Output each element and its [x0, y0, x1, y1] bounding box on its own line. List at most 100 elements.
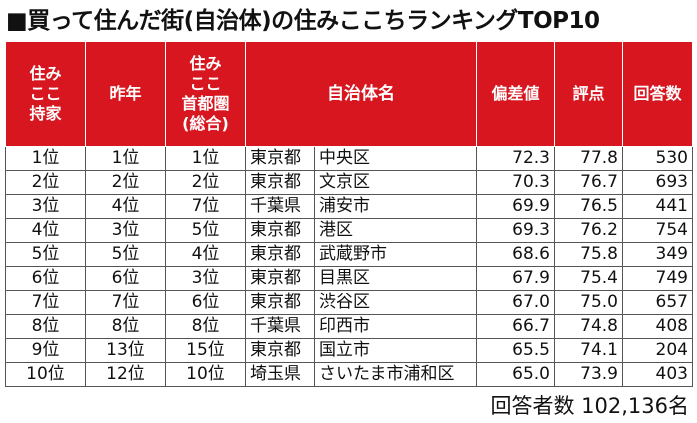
cell-last-year: 7位 [85, 290, 166, 315]
table-row: 4位 3位 5位 東京都 港区 69.3 76.2 754 [5, 218, 693, 243]
cell-rank: 5位 [5, 242, 86, 267]
cell-score: 73.9 [554, 362, 623, 387]
cell-metro-rank: 4位 [165, 242, 246, 267]
cell-score: 75.8 [554, 242, 623, 267]
cell-city: 浦安市 [314, 194, 477, 219]
cell-deviation: 67.0 [476, 290, 555, 315]
cell-prefecture: 東京都 [245, 146, 315, 171]
header-municipality: 自治体名 [245, 42, 477, 147]
cell-metro-rank: 5位 [165, 218, 246, 243]
cell-last-year: 12位 [85, 362, 166, 387]
cell-last-year: 5位 [85, 242, 166, 267]
cell-last-year: 3位 [85, 218, 166, 243]
table-row: 10位 12位 10位 埼玉県 さいたま市浦和区 65.0 73.9 403 [5, 362, 693, 387]
cell-deviation: 68.6 [476, 242, 555, 267]
cell-score: 75.4 [554, 266, 623, 291]
header-last-year: 昨年 [85, 42, 166, 147]
header-respondents: 回答数 [622, 42, 693, 147]
cell-deviation: 66.7 [476, 314, 555, 339]
table-row: 5位 5位 4位 東京都 武蔵野市 68.6 75.8 349 [5, 242, 693, 267]
cell-deviation: 65.5 [476, 338, 555, 363]
cell-city: 目黒区 [314, 266, 477, 291]
cell-respondents: 441 [622, 194, 693, 219]
cell-prefecture: 千葉県 [245, 194, 315, 219]
cell-last-year: 6位 [85, 266, 166, 291]
cell-rank: 8位 [5, 314, 86, 339]
cell-city: さいたま市浦和区 [314, 362, 477, 387]
cell-rank: 9位 [5, 338, 86, 363]
cell-rank: 1位 [5, 146, 86, 171]
cell-last-year: 8位 [85, 314, 166, 339]
cell-metro-rank: 1位 [165, 146, 246, 171]
cell-metro-rank: 8位 [165, 314, 246, 339]
table-row: 8位 8位 8位 千葉県 印西市 66.7 74.8 408 [5, 314, 693, 339]
cell-rank: 7位 [5, 290, 86, 315]
cell-deviation: 69.9 [476, 194, 555, 219]
cell-metro-rank: 6位 [165, 290, 246, 315]
cell-prefecture: 千葉県 [245, 314, 315, 339]
cell-city: 印西市 [314, 314, 477, 339]
header-score: 評点 [554, 42, 623, 147]
cell-city: 文京区 [314, 170, 477, 195]
cell-prefecture: 東京都 [245, 218, 315, 243]
cell-score: 74.1 [554, 338, 623, 363]
cell-metro-rank: 3位 [165, 266, 246, 291]
cell-last-year: 4位 [85, 194, 166, 219]
cell-city: 港区 [314, 218, 477, 243]
cell-respondents: 754 [622, 218, 693, 243]
cell-deviation: 70.3 [476, 170, 555, 195]
cell-metro-rank: 10位 [165, 362, 246, 387]
cell-prefecture: 埼玉県 [245, 362, 315, 387]
cell-respondents: 403 [622, 362, 693, 387]
cell-last-year: 1位 [85, 146, 166, 171]
cell-respondents: 204 [622, 338, 693, 363]
cell-metro-rank: 15位 [165, 338, 246, 363]
cell-score: 76.7 [554, 170, 623, 195]
table-body: 1位 1位 1位 東京都 中央区 72.3 77.8 530 2位 2位 2位 東京都 文京区 70.3 7… [5, 146, 693, 387]
table-row: 6位 6位 3位 東京都 目黒区 67.9 75.4 749 [5, 266, 693, 291]
cell-deviation: 69.3 [476, 218, 555, 243]
cell-city: 渋谷区 [314, 290, 477, 315]
header-rank: 住み ここ 持家 [5, 42, 86, 147]
cell-respondents: 693 [622, 170, 693, 195]
table-row: 1位 1位 1位 東京都 中央区 72.3 77.8 530 [5, 146, 693, 171]
cell-respondents: 408 [622, 314, 693, 339]
cell-respondents: 349 [622, 242, 693, 267]
cell-prefecture: 東京都 [245, 242, 315, 267]
cell-deviation: 72.3 [476, 146, 555, 171]
cell-rank: 10位 [5, 362, 86, 387]
cell-score: 76.5 [554, 194, 623, 219]
cell-city: 国立市 [314, 338, 477, 363]
cell-rank: 6位 [5, 266, 86, 291]
cell-respondents: 657 [622, 290, 693, 315]
cell-respondents: 530 [622, 146, 693, 171]
cell-prefecture: 東京都 [245, 338, 315, 363]
table-row: 2位 2位 2位 東京都 文京区 70.3 76.7 693 [5, 170, 693, 195]
respondent-count: 回答者数 102,136名 [490, 394, 689, 418]
cell-deviation: 65.0 [476, 362, 555, 387]
page-title: ■買って住んだ街(自治体)の住みここちランキングTOP10 [6, 8, 600, 34]
cell-score: 75.0 [554, 290, 623, 315]
header-metro-rank: 住み ここ 首都圏 (総合) [165, 42, 246, 147]
cell-metro-rank: 2位 [165, 170, 246, 195]
table-row: 9位 13位 15位 東京都 国立市 65.5 74.1 204 [5, 338, 693, 363]
cell-city: 武蔵野市 [314, 242, 477, 267]
cell-metro-rank: 7位 [165, 194, 246, 219]
cell-score: 74.8 [554, 314, 623, 339]
cell-city: 中央区 [314, 146, 477, 171]
cell-respondents: 749 [622, 266, 693, 291]
cell-score: 76.2 [554, 218, 623, 243]
cell-last-year: 13位 [85, 338, 166, 363]
cell-rank: 2位 [5, 170, 86, 195]
table-header-row: 住み ここ 持家 昨年 住み ここ 首都圏 (総合) 自治体名 偏差値 評点 回… [5, 42, 693, 147]
cell-prefecture: 東京都 [245, 290, 315, 315]
cell-last-year: 2位 [85, 170, 166, 195]
ranking-table: 住み ここ 持家 昨年 住み ここ 首都圏 (総合) 自治体名 偏差値 評点 回… [5, 42, 693, 387]
cell-score: 77.8 [554, 146, 623, 171]
cell-rank: 4位 [5, 218, 86, 243]
header-deviation: 偏差値 [476, 42, 555, 147]
cell-deviation: 67.9 [476, 266, 555, 291]
table-row: 7位 7位 6位 東京都 渋谷区 67.0 75.0 657 [5, 290, 693, 315]
cell-prefecture: 東京都 [245, 170, 315, 195]
table-row: 3位 4位 7位 千葉県 浦安市 69.9 76.5 441 [5, 194, 693, 219]
